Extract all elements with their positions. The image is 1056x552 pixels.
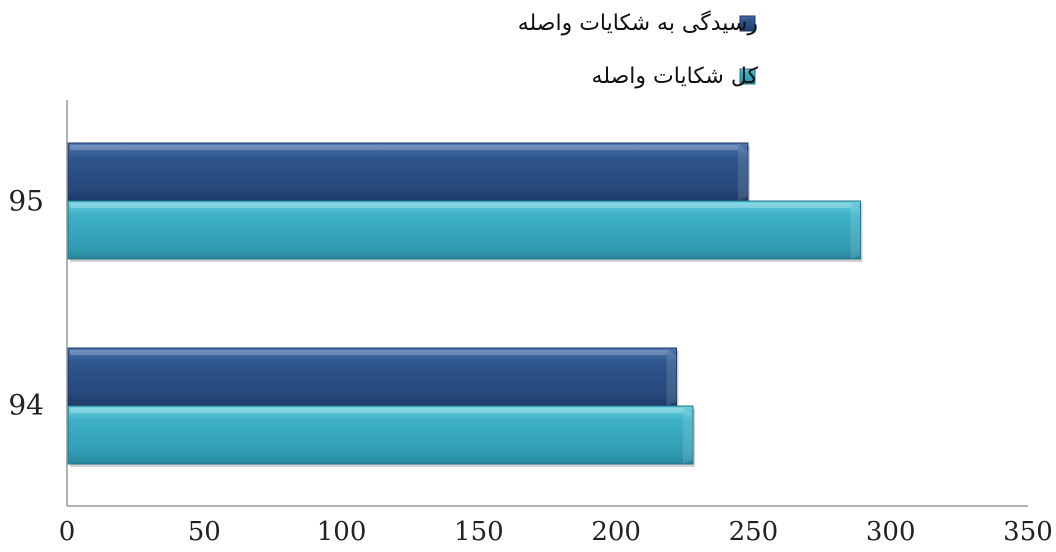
bar-94-series-2	[67, 405, 696, 467]
x-tick-label: 0	[59, 517, 76, 547]
x-tick-label: 200	[591, 517, 641, 547]
bar-highlight	[70, 203, 851, 208]
legend-label: رسیدگی به شکایات واصله	[518, 10, 758, 36]
bar-bevel	[737, 143, 748, 201]
x-tick-label: 300	[866, 517, 916, 547]
bar-bevel	[683, 406, 694, 464]
bar	[67, 200, 862, 260]
bar	[67, 405, 694, 465]
bar	[67, 347, 678, 407]
x-tick-label: 250	[729, 517, 779, 547]
legend-swatch	[739, 15, 756, 32]
bar-bevel	[666, 348, 677, 406]
legend: رسیدگی به شکایات واصله کل شکایات واصله	[518, 10, 759, 89]
x-tick-label: 50	[188, 517, 221, 547]
bar-95-series-1	[67, 142, 750, 204]
bars-group	[67, 142, 863, 467]
bar-highlight	[70, 350, 667, 355]
x-tick-label: 100	[317, 517, 367, 547]
y-axis-ticks: 95 94	[8, 185, 44, 422]
bar	[67, 142, 749, 202]
x-tick-label: 350	[1003, 517, 1053, 547]
y-tick-label: 94	[8, 389, 44, 422]
legend-label: کل شکایات واصله	[592, 64, 759, 89]
x-axis-ticks: 0 50 100 150 200 250 300 350	[59, 517, 1053, 547]
bar-highlight	[70, 408, 684, 413]
bar-highlight	[70, 145, 738, 150]
x-tick-label: 150	[454, 517, 504, 547]
bar-94-series-1	[67, 347, 679, 409]
legend-swatch	[739, 68, 756, 85]
bar-95-series-2	[67, 200, 863, 262]
bar-bevel	[850, 201, 861, 259]
y-tick-label: 95	[8, 185, 44, 218]
